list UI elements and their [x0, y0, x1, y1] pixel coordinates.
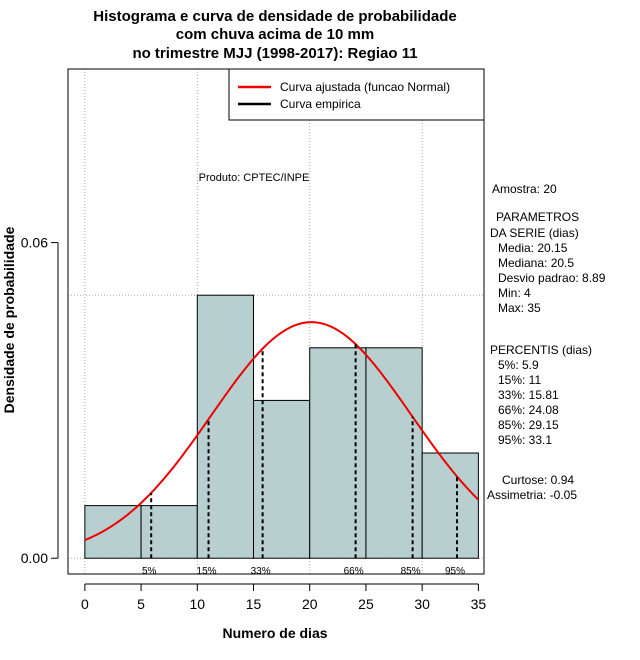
stat-params-title-2: DA SERIE (dias) — [490, 226, 579, 240]
stat-p85: 85%: 29.15 — [498, 418, 559, 432]
histogram-bar — [196, 294, 255, 559]
x-tick-label: 15 — [246, 596, 262, 612]
stat-p66: 66%: 24.08 — [498, 403, 559, 417]
histogram-bar — [421, 452, 479, 559]
legend: Curva ajustada (funcao Normal) Curva emp… — [228, 68, 485, 121]
x-axis-title: Numero de dias — [222, 625, 327, 641]
x-tick-label: 30 — [414, 596, 430, 612]
percentile-label: 66% — [344, 566, 364, 577]
y-tick-label: 0.06 — [21, 235, 48, 251]
stat-media: Media: 20.15 — [498, 241, 568, 255]
x-tick-label: 10 — [190, 596, 206, 612]
stat-mediana: Mediana: 20.5 — [498, 256, 574, 270]
x-tick-label: 35 — [471, 596, 487, 612]
histogram-bar — [365, 347, 423, 559]
x-tick-label: 20 — [302, 596, 318, 612]
histogram-bar — [309, 347, 367, 559]
stat-pct-title: PERCENTIS (dias) — [490, 343, 592, 357]
x-tick-label: 0 — [81, 596, 89, 612]
percentile-label: 5% — [142, 566, 157, 577]
stat-max: Max: 35 — [498, 301, 541, 315]
legend-label-empirical: Curva empirica — [280, 97, 361, 111]
stat-p95: 95%: 33.1 — [498, 433, 552, 447]
stat-params-title-1: PARAMETROS — [496, 210, 579, 224]
stat-min: Min: 4 — [498, 286, 531, 300]
stats-panel: Amostra: 20 PARAMETROS DA SERIE (dias) M… — [487, 182, 606, 502]
stat-desvio: Desvio padrao: 8.89 — [498, 271, 606, 285]
stat-p33: 33%: 15.81 — [498, 388, 559, 402]
y-tick-label: 0.00 — [21, 550, 48, 566]
stat-p5: 5%: 5.9 — [498, 358, 539, 372]
x-tick-label: 5 — [137, 596, 145, 612]
legend-label-fitted: Curva ajustada (funcao Normal) — [280, 80, 450, 94]
histogram-bar — [84, 505, 142, 559]
stat-curtose: Curtose: 0.94 — [502, 473, 574, 487]
percentile-label: 15% — [197, 566, 217, 577]
percentile-label: 33% — [251, 566, 271, 577]
stat-p15: 15%: 11 — [498, 373, 541, 387]
chart-title-line-2: com chuva acima de 10 mm — [176, 26, 374, 43]
product-label: Produto: CPTEC/INPE — [199, 172, 310, 184]
x-tick-label: 25 — [358, 596, 374, 612]
chart-title-line-1: Histograma e curva de densidade de proba… — [93, 8, 456, 25]
stat-sample: Amostra: 20 — [492, 182, 557, 196]
axes: 0 5 10 15 20 25 30 35 0.00 0.06 — [21, 235, 487, 612]
chart-title-line-3: no trimestre MJJ (1998-2017): Regiao 11 — [132, 45, 417, 62]
histogram-bar — [140, 505, 198, 559]
percentile-label: 95% — [445, 566, 465, 577]
y-axis-title: Densidade de probabilidade — [1, 226, 17, 413]
percentile-label: 85% — [401, 566, 421, 577]
legend-box — [228, 68, 485, 121]
stat-assimetria: Assimetria: -0.05 — [487, 488, 577, 502]
percentile-markers: 5% 15% 33% 66% 85% 95% — [142, 344, 465, 577]
